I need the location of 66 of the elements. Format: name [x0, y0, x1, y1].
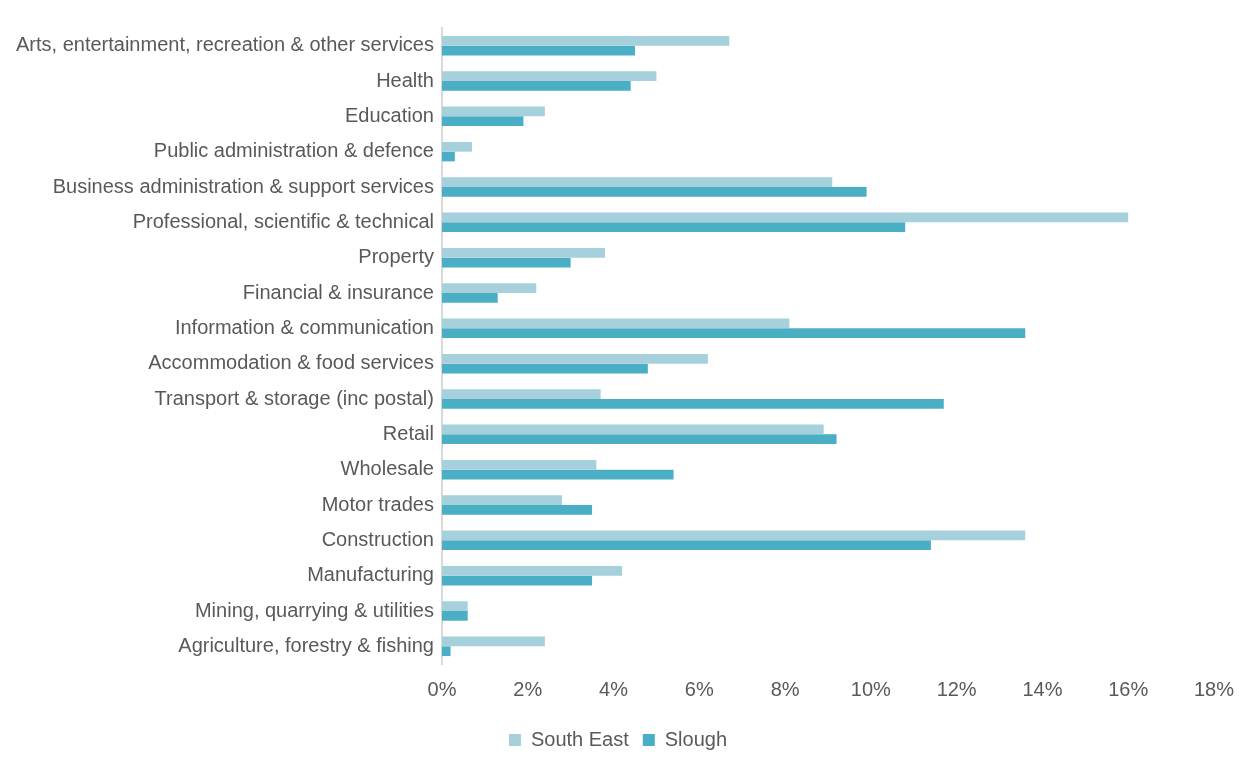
bar: [441, 505, 593, 515]
y-tick-label: Mining, quarrying & utilities: [194, 598, 434, 621]
bar: [441, 45, 635, 56]
bar: [441, 646, 451, 657]
y-tick-label: Arts, entertainment, recreation & other services: [15, 33, 434, 56]
bar: [441, 106, 545, 117]
bar: [441, 530, 1026, 541]
bar: [441, 35, 730, 46]
x-tick-label: 18%: [1193, 677, 1235, 700]
bar: [441, 540, 931, 551]
bar: [441, 434, 837, 445]
y-tick-label: Health: [376, 68, 434, 91]
y-tick-label: Business administration & support services: [52, 174, 434, 197]
y-tick-label: Property: [358, 245, 434, 268]
bar: [441, 575, 593, 586]
x-tick-label: 2%: [513, 677, 543, 700]
bar: [441, 495, 563, 505]
bar: [441, 363, 648, 374]
bar: [441, 257, 571, 268]
y-tick-label: Wholesale: [340, 457, 434, 480]
x-tick-label: 6%: [684, 677, 714, 700]
x-tick-label: 12%: [936, 677, 977, 700]
bar: [441, 399, 944, 409]
bar: [441, 611, 468, 621]
bar: [441, 469, 674, 480]
y-tick-label: Accommodation & food services: [148, 351, 434, 374]
bar: [441, 636, 545, 647]
y-tick-label: Retail: [382, 421, 434, 444]
bar: [441, 424, 824, 435]
y-tick-label: Construction: [321, 527, 434, 550]
x-tick-label: 0%: [427, 677, 457, 700]
bar: [441, 353, 708, 364]
bar: [441, 293, 498, 303]
bar: [441, 212, 1129, 223]
bar: [441, 459, 597, 470]
bar: [441, 177, 833, 187]
bar: [441, 389, 601, 399]
bar: [441, 151, 455, 162]
bar: [441, 71, 657, 81]
y-tick-label: Motor trades: [321, 492, 434, 515]
y-tick-label: Information & communication: [174, 315, 434, 338]
bar: [441, 81, 631, 91]
bar: [441, 116, 524, 127]
y-tick-label: Agriculture, forestry & fishing: [178, 633, 434, 656]
y-tick-label: Transport & storage (inc postal): [154, 386, 434, 409]
y-tick-label: Professional, scientific & technical: [132, 209, 434, 232]
bar: [441, 141, 472, 152]
y-tick-label: Financial & insurance: [242, 280, 434, 303]
bar: [441, 601, 468, 611]
x-tick-label: 16%: [1108, 677, 1149, 700]
y-tick-label: Public administration & defence: [153, 139, 434, 162]
bar: [441, 283, 537, 293]
legend-label: Slough: [664, 727, 728, 750]
x-tick-label: 4%: [599, 677, 629, 700]
bar: [441, 247, 605, 258]
x-tick-label: 8%: [770, 677, 800, 700]
bar: [441, 565, 623, 576]
x-tick-label: 14%: [1022, 677, 1063, 700]
bar: [441, 318, 790, 329]
y-tick-label: Education: [344, 103, 434, 126]
x-tick-label: 10%: [850, 677, 892, 700]
y-tick-label: Manufacturing: [307, 563, 434, 586]
legend-label: South East: [530, 727, 630, 750]
bar: [441, 328, 1026, 339]
bar: [441, 187, 867, 197]
bar: [441, 222, 906, 233]
